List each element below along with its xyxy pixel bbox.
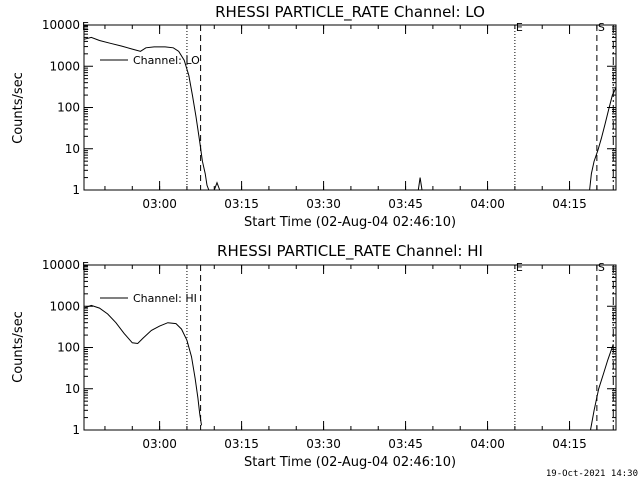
legend-label: Channel: HI <box>133 292 197 305</box>
y-tick-label: 100 <box>57 341 80 355</box>
x-axis-label: Start Time (02-Aug-04 02:46:10) <box>244 455 456 470</box>
series-line <box>417 177 423 191</box>
x-tick-label: 03:00 <box>142 197 177 211</box>
series-line <box>590 344 614 431</box>
chart-panel-hi: RHESSI PARTICLE_RATE Channel: HI Start T… <box>11 242 617 470</box>
y-tick-label: 1 <box>72 423 80 437</box>
x-tick-label: 03:30 <box>306 437 341 451</box>
footer-timestamp: 19-Oct-2021 14:30 <box>546 469 638 479</box>
plot-frame <box>83 264 617 431</box>
x-tick-label: 04:00 <box>470 437 505 451</box>
y-tick-label: 1 <box>72 183 80 197</box>
x-tick-label: 04:15 <box>552 197 587 211</box>
y-tick-label: 1000 <box>49 59 80 73</box>
x-tick-label: 03:15 <box>224 437 259 451</box>
x-tick-label: 03:15 <box>224 197 259 211</box>
x-tick-label: 04:00 <box>470 197 505 211</box>
y-tick-label: 100 <box>57 101 80 115</box>
y-axis-label: Counts/sec <box>11 311 26 383</box>
x-axis-label: Start Time (02-Aug-04 02:46:10) <box>244 215 456 230</box>
chart-panel-lo: RHESSI PARTICLE_RATE Channel: LO Start T… <box>11 3 617 230</box>
event-marker-label: S <box>598 261 605 274</box>
y-tick-label: 1000 <box>49 299 80 313</box>
x-tick-label: 03:45 <box>388 437 423 451</box>
y-tick-label: 10000 <box>42 258 80 272</box>
legend-label: Channel: LO <box>133 54 200 67</box>
chart-title: RHESSI PARTICLE_RATE Channel: LO <box>215 3 485 22</box>
x-tick-label: 04:15 <box>552 437 587 451</box>
series-line <box>83 304 202 426</box>
chart-title: RHESSI PARTICLE_RATE Channel: HI <box>217 242 483 261</box>
y-tick-label: 10 <box>65 382 80 396</box>
event-marker-label: S <box>598 21 605 34</box>
series-line <box>83 36 210 191</box>
y-tick-label: 10000 <box>42 18 80 32</box>
event-marker-label: E <box>516 21 523 34</box>
x-tick-label: 03:00 <box>142 437 177 451</box>
series-line <box>213 181 221 191</box>
x-tick-label: 03:30 <box>306 197 341 211</box>
y-axis-label: Counts/sec <box>11 72 26 144</box>
series-line <box>589 87 617 191</box>
plot-frame <box>83 24 617 191</box>
event-marker-label: E <box>516 261 523 274</box>
x-tick-label: 03:45 <box>388 197 423 211</box>
y-tick-label: 10 <box>65 142 80 156</box>
